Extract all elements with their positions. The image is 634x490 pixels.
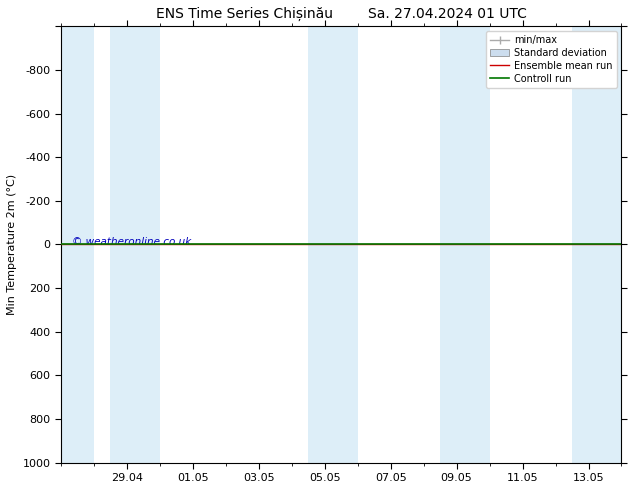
Bar <box>61 26 94 463</box>
Bar <box>110 26 160 463</box>
Legend: min/max, Standard deviation, Ensemble mean run, Controll run: min/max, Standard deviation, Ensemble me… <box>486 31 617 88</box>
Title: ENS Time Series Chișinău        Sa. 27.04.2024 01 UTC: ENS Time Series Chișinău Sa. 27.04.2024 … <box>156 7 527 21</box>
Bar <box>572 26 621 463</box>
Bar <box>440 26 489 463</box>
Text: © weatheronline.co.uk: © weatheronline.co.uk <box>72 237 191 247</box>
Bar <box>308 26 358 463</box>
Y-axis label: Min Temperature 2m (°C): Min Temperature 2m (°C) <box>7 174 17 315</box>
